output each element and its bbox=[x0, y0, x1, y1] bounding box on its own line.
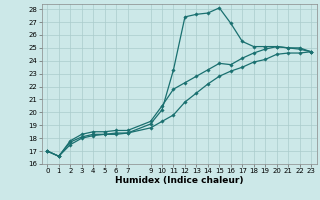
X-axis label: Humidex (Indice chaleur): Humidex (Indice chaleur) bbox=[115, 176, 244, 185]
